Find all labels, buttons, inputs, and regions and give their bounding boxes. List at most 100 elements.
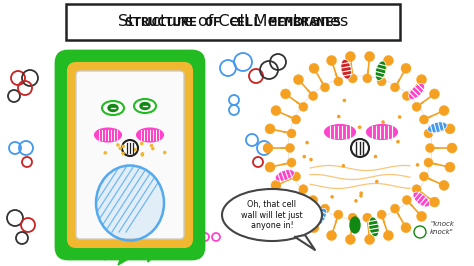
Polygon shape — [295, 235, 315, 250]
Text: Structure of Cell Membranes: Structure of Cell Membranes — [118, 15, 348, 30]
Circle shape — [285, 143, 294, 152]
Circle shape — [439, 180, 449, 190]
Circle shape — [327, 231, 337, 240]
Circle shape — [424, 129, 433, 138]
Circle shape — [424, 158, 433, 167]
Circle shape — [402, 196, 411, 205]
Circle shape — [299, 102, 308, 111]
Circle shape — [412, 102, 421, 111]
Circle shape — [334, 210, 343, 219]
Text: STRUCTURE OF CELL MEMBRANES: STRUCTURE OF CELL MEMBRANES — [125, 15, 341, 28]
Ellipse shape — [367, 125, 397, 139]
Circle shape — [396, 140, 400, 144]
Circle shape — [121, 144, 125, 148]
Circle shape — [299, 185, 308, 194]
Circle shape — [292, 172, 301, 181]
Circle shape — [401, 63, 411, 73]
Circle shape — [271, 106, 281, 116]
Circle shape — [417, 211, 427, 221]
Circle shape — [343, 99, 346, 102]
Circle shape — [320, 83, 329, 92]
Ellipse shape — [134, 99, 156, 113]
Circle shape — [163, 151, 166, 154]
Ellipse shape — [95, 128, 121, 142]
Circle shape — [381, 120, 385, 124]
Circle shape — [122, 140, 138, 156]
Circle shape — [293, 211, 303, 221]
Circle shape — [419, 172, 428, 181]
Circle shape — [374, 155, 377, 158]
Circle shape — [309, 63, 319, 73]
Circle shape — [309, 158, 313, 161]
Ellipse shape — [108, 105, 118, 111]
Circle shape — [359, 194, 363, 198]
Ellipse shape — [375, 61, 386, 81]
Circle shape — [309, 223, 319, 233]
Circle shape — [281, 197, 291, 207]
Circle shape — [346, 52, 356, 61]
Ellipse shape — [137, 128, 163, 142]
Ellipse shape — [313, 208, 327, 226]
Ellipse shape — [275, 169, 294, 181]
Circle shape — [354, 199, 358, 203]
Ellipse shape — [413, 192, 429, 207]
Ellipse shape — [428, 122, 447, 133]
Circle shape — [417, 75, 427, 85]
FancyBboxPatch shape — [68, 63, 192, 247]
Circle shape — [445, 124, 455, 134]
Circle shape — [288, 76, 432, 220]
Circle shape — [334, 77, 343, 86]
Circle shape — [118, 147, 122, 150]
Circle shape — [402, 92, 411, 101]
Circle shape — [287, 129, 296, 138]
Circle shape — [293, 75, 303, 85]
Circle shape — [140, 153, 144, 157]
Circle shape — [363, 213, 372, 222]
Circle shape — [383, 56, 393, 65]
Circle shape — [375, 180, 379, 183]
Circle shape — [348, 213, 357, 222]
Ellipse shape — [222, 189, 322, 241]
Circle shape — [309, 196, 318, 205]
Ellipse shape — [102, 101, 124, 115]
Circle shape — [419, 115, 428, 124]
Circle shape — [363, 74, 372, 83]
Polygon shape — [105, 235, 118, 260]
Circle shape — [358, 126, 361, 129]
Circle shape — [327, 56, 337, 65]
Circle shape — [439, 106, 449, 116]
Circle shape — [445, 162, 455, 172]
Circle shape — [351, 139, 369, 157]
Circle shape — [287, 158, 296, 167]
Ellipse shape — [341, 59, 351, 79]
Circle shape — [309, 92, 318, 101]
Circle shape — [414, 226, 426, 238]
Circle shape — [337, 115, 340, 118]
Circle shape — [330, 195, 334, 199]
Circle shape — [365, 52, 374, 61]
Circle shape — [116, 143, 120, 147]
Circle shape — [342, 164, 345, 168]
Circle shape — [271, 180, 281, 190]
Circle shape — [150, 144, 154, 148]
FancyBboxPatch shape — [56, 51, 204, 259]
Circle shape — [412, 185, 421, 194]
Circle shape — [416, 163, 419, 167]
FancyBboxPatch shape — [76, 71, 184, 239]
Ellipse shape — [350, 217, 360, 233]
Polygon shape — [142, 235, 155, 262]
FancyBboxPatch shape — [66, 4, 400, 40]
Ellipse shape — [140, 102, 150, 110]
Circle shape — [391, 204, 400, 213]
Circle shape — [383, 231, 393, 240]
Ellipse shape — [369, 217, 379, 237]
Ellipse shape — [325, 125, 355, 139]
Circle shape — [429, 89, 439, 99]
Circle shape — [429, 197, 439, 207]
Circle shape — [281, 89, 291, 99]
Circle shape — [292, 115, 301, 124]
Circle shape — [346, 235, 356, 244]
Circle shape — [121, 152, 125, 155]
Text: Oh, that cell
wall will let just
anyone in!: Oh, that cell wall will let just anyone … — [241, 200, 303, 230]
Circle shape — [305, 141, 309, 144]
